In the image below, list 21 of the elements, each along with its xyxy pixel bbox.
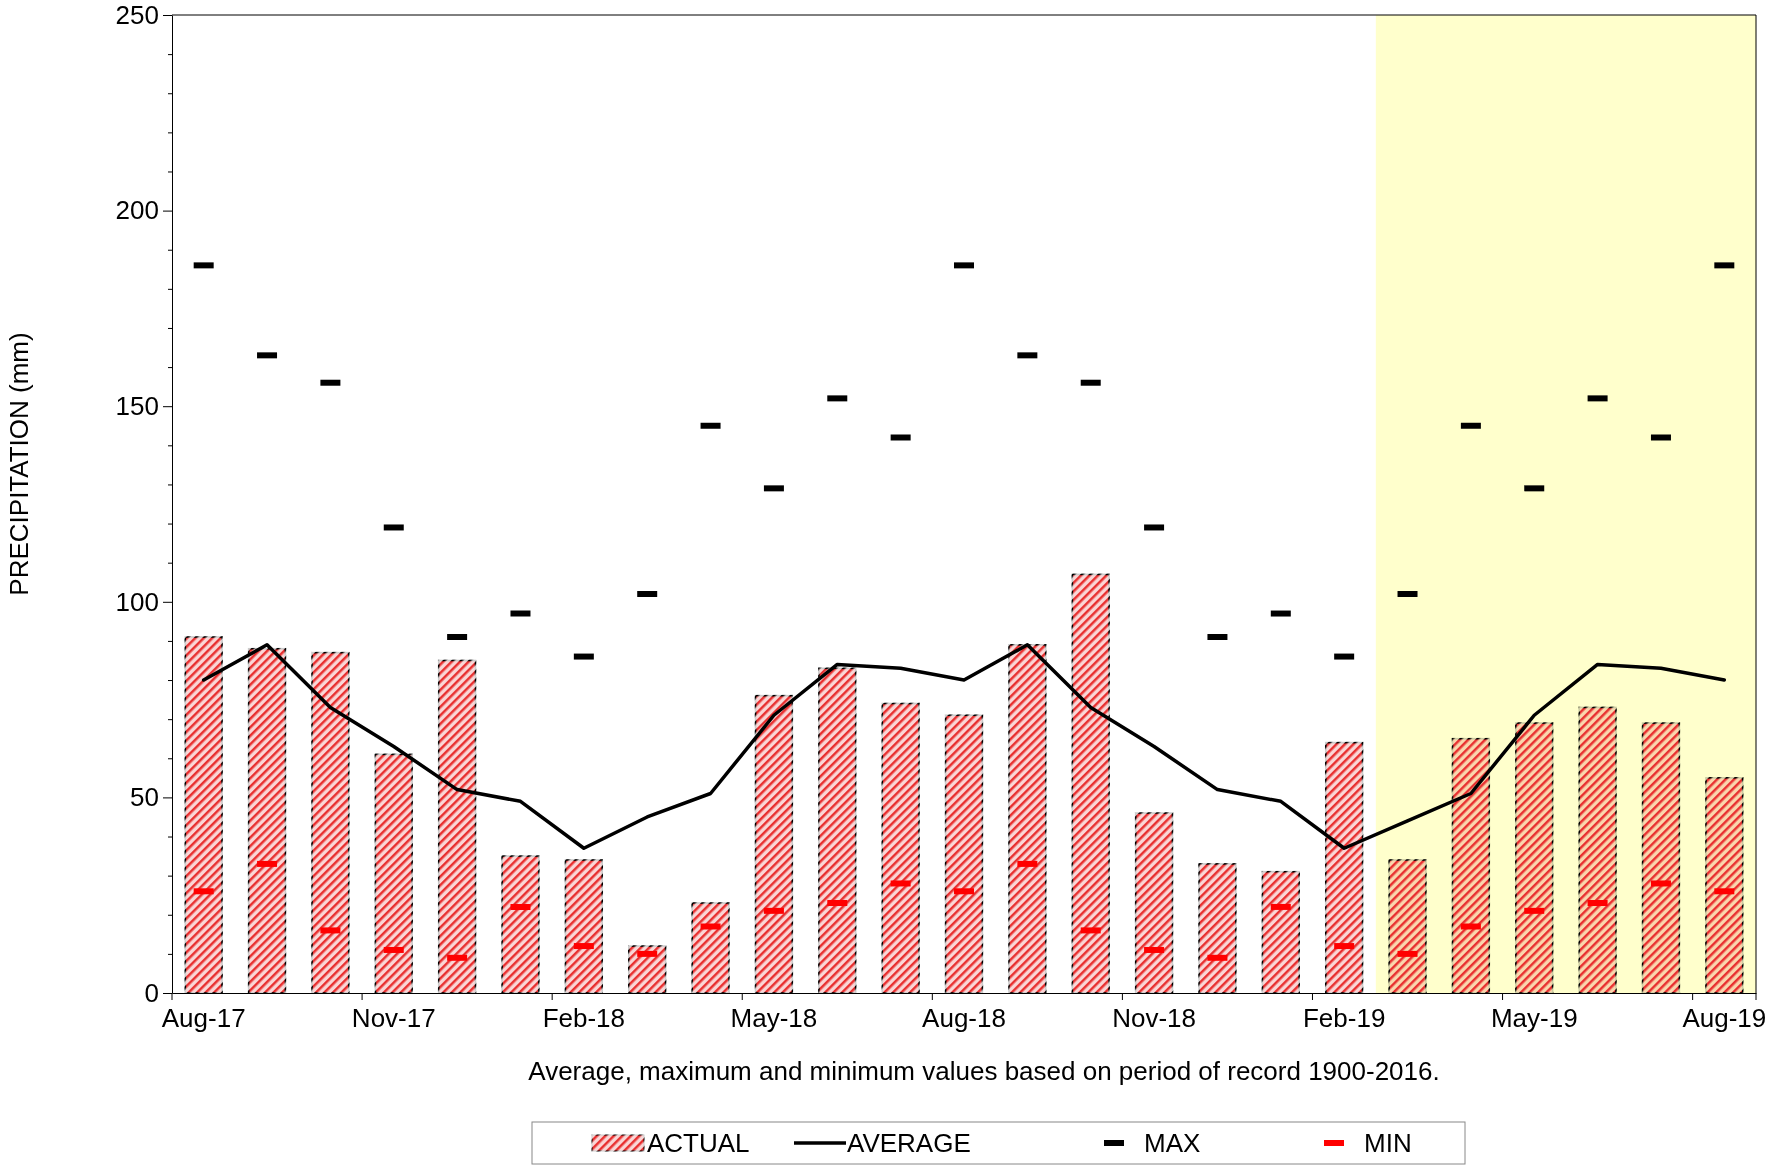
y-tick-label: 50	[130, 782, 159, 813]
legend-label: MAX	[1144, 1128, 1201, 1158]
y-tick-label: 150	[115, 391, 159, 422]
legend-label: MIN	[1364, 1128, 1412, 1158]
x-tick-label: Feb-19	[1302, 1003, 1386, 1034]
x-axis-title: Average, maximum and minimum values based on period of record 1900-2016.	[528, 1056, 1440, 1086]
x-tick-label: Aug-18	[922, 1003, 1006, 1034]
y-tick-label: 250	[115, 0, 159, 30]
y-tick-label: 0	[144, 977, 159, 1008]
x-tick-label: Nov-17	[351, 1003, 436, 1034]
x-tick-label: Feb-18	[542, 1003, 626, 1034]
x-tick-label: Nov-18	[1112, 1003, 1196, 1034]
y-axis-title: PRECIPITATION (mm)	[4, 332, 34, 596]
x-tick-label: Aug-17	[161, 1003, 246, 1034]
x-tick-label: May-19	[1490, 1003, 1578, 1034]
y-tick-label: 200	[115, 195, 159, 226]
legend-label: ACTUAL	[647, 1128, 750, 1158]
legend-label: AVERAGE	[847, 1128, 971, 1158]
x-tick-label: Aug-19	[1682, 1003, 1767, 1034]
x-tick-label: May-18	[730, 1003, 818, 1034]
y-tick-label: 100	[115, 586, 159, 617]
